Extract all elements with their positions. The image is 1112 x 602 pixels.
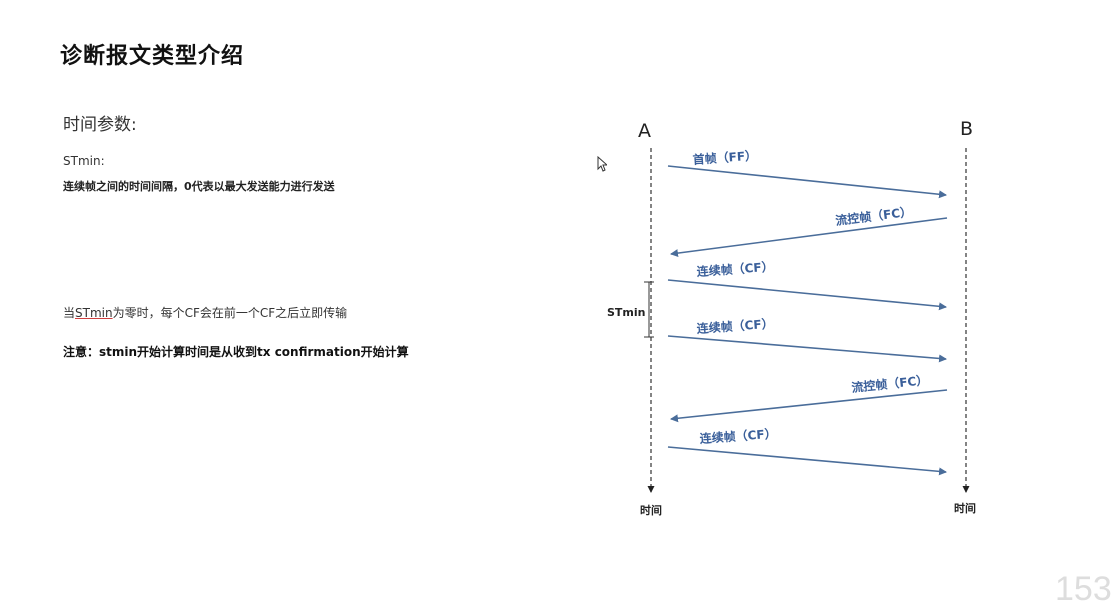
zero-note-term: STmin	[75, 306, 113, 320]
message-label: 连续帧（CF）	[696, 316, 774, 336]
stmin-label: STmin:	[63, 154, 105, 168]
mouse-pointer-icon	[597, 156, 607, 172]
attention-note: 注意：stmin开始计算时间是从收到tx confirmation开始计算	[63, 345, 409, 359]
slide-title: 诊断报文类型介绍	[60, 44, 245, 69]
message-ff: 首帧（FF）	[667, 148, 947, 199]
message-arrow	[670, 217, 948, 258]
message-arrow	[670, 389, 948, 423]
zero-note-prefix: 当	[63, 306, 76, 320]
message-arrow	[667, 165, 947, 199]
zero-stmin-note: 当STmin为零时，每个CF会在前一个CF之后立即传输	[63, 304, 347, 321]
page-number: 153	[1055, 570, 1112, 602]
message-arrow	[667, 279, 947, 311]
message-label: 流控帧（FC）	[851, 372, 929, 395]
section-heading: 时间参数:	[63, 115, 137, 135]
message-label: 首帧（FF）	[692, 148, 757, 167]
message-cf-1: 连续帧（CF）	[667, 259, 947, 311]
stmin-diagram-label: STmin	[607, 306, 646, 319]
message-arrow	[667, 335, 947, 363]
message-cf-2: 连续帧（CF）	[667, 316, 947, 363]
stmin-description: 连续帧之间的时间间隔，0代表以最大发送能力进行发送	[63, 180, 335, 193]
time-label-b: 时间	[954, 501, 976, 515]
time-label-a: 时间	[640, 503, 662, 517]
node-b-label: B	[960, 118, 973, 140]
message-label: 连续帧（CF）	[696, 259, 774, 279]
zero-note-suffix: 为零时，每个CF会在前一个CF之后立即传输	[112, 306, 348, 320]
message-fc-1: 流控帧（FC）	[670, 204, 948, 258]
stmin-bracket	[644, 281, 654, 338]
message-arrow	[667, 446, 947, 476]
node-a-label: A	[638, 120, 651, 142]
message-fc-2: 流控帧（FC）	[670, 372, 948, 423]
message-cf-3: 连续帧（CF）	[667, 426, 947, 476]
message-label: 连续帧（CF）	[699, 426, 777, 446]
message-label: 流控帧（FC）	[835, 204, 913, 228]
